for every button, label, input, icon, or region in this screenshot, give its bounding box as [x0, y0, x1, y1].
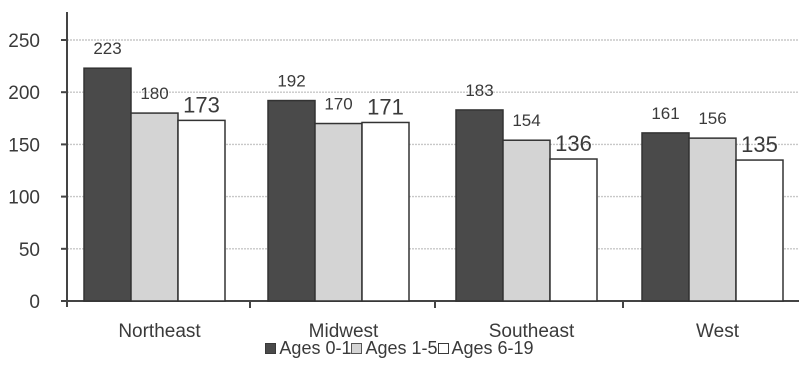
data-label: 180: [140, 84, 168, 103]
bar-northeast-ages-6-19: [177, 119, 226, 302]
data-label: 135: [741, 132, 778, 157]
y-tick-label: 0: [29, 292, 40, 313]
bar-southeast-ages-0-1: [455, 109, 504, 302]
legend-item-ages-6-19: Ages 6-19: [437, 338, 534, 359]
y-tick-label: 50: [19, 240, 40, 261]
data-labels: 223 180 173 192 170 171 183 154 136 161 156 135: [93, 39, 778, 157]
bar-northeast-ages-0-1: [83, 67, 132, 302]
data-label: 154: [512, 111, 540, 130]
legend-label: Ages 6-19: [451, 338, 534, 358]
legend: Ages 0-1 Ages 1-5 Ages 6-19: [0, 338, 799, 359]
legend-swatch-ages-1-5: [351, 343, 363, 354]
bars: [83, 67, 784, 302]
legend-swatch-ages-0-1: [265, 343, 277, 354]
y-tick-label: 150: [8, 135, 40, 156]
legend-swatch-ages-6-19: [437, 343, 449, 354]
bar-northeast-ages-1-5: [130, 112, 179, 302]
bar-west-ages-1-5: [688, 137, 737, 302]
x-category-label: West: [696, 321, 740, 342]
bar-west-ages-0-1: [641, 132, 690, 302]
bar-midwest-ages-0-1: [267, 99, 316, 302]
data-label: 192: [277, 72, 305, 91]
x-category-label: Northeast: [118, 321, 201, 342]
bar-midwest-ages-6-19: [361, 121, 410, 302]
data-label: 173: [183, 92, 220, 117]
legend-item-ages-1-5: Ages 1-5: [351, 338, 438, 359]
y-tick-label: 100: [8, 188, 40, 209]
legend-label: Ages 0-1: [279, 338, 352, 358]
data-label: 171: [367, 94, 404, 119]
bar-west-ages-6-19: [735, 159, 784, 302]
bar-midwest-ages-1-5: [314, 122, 363, 302]
legend-label: Ages 1-5: [365, 338, 438, 358]
bar-southeast-ages-6-19: [549, 158, 598, 302]
data-label: 170: [324, 95, 352, 114]
y-tick-labels: 0 50 100 150 200 250: [8, 31, 40, 313]
legend-item-ages-0-1: Ages 0-1: [265, 338, 351, 359]
data-label: 136: [555, 131, 592, 156]
y-tick-label: 250: [8, 31, 40, 52]
data-label: 183: [465, 81, 493, 100]
bar-southeast-ages-1-5: [502, 139, 551, 302]
data-label: 161: [651, 104, 679, 123]
data-label: 156: [698, 109, 726, 128]
x-category-label: Midwest: [309, 321, 379, 342]
y-tick-label: 200: [8, 83, 40, 104]
data-label: 223: [93, 39, 121, 58]
category-labels: Northeast Midwest Southeast West: [118, 321, 739, 342]
x-category-label: Southeast: [489, 321, 575, 342]
